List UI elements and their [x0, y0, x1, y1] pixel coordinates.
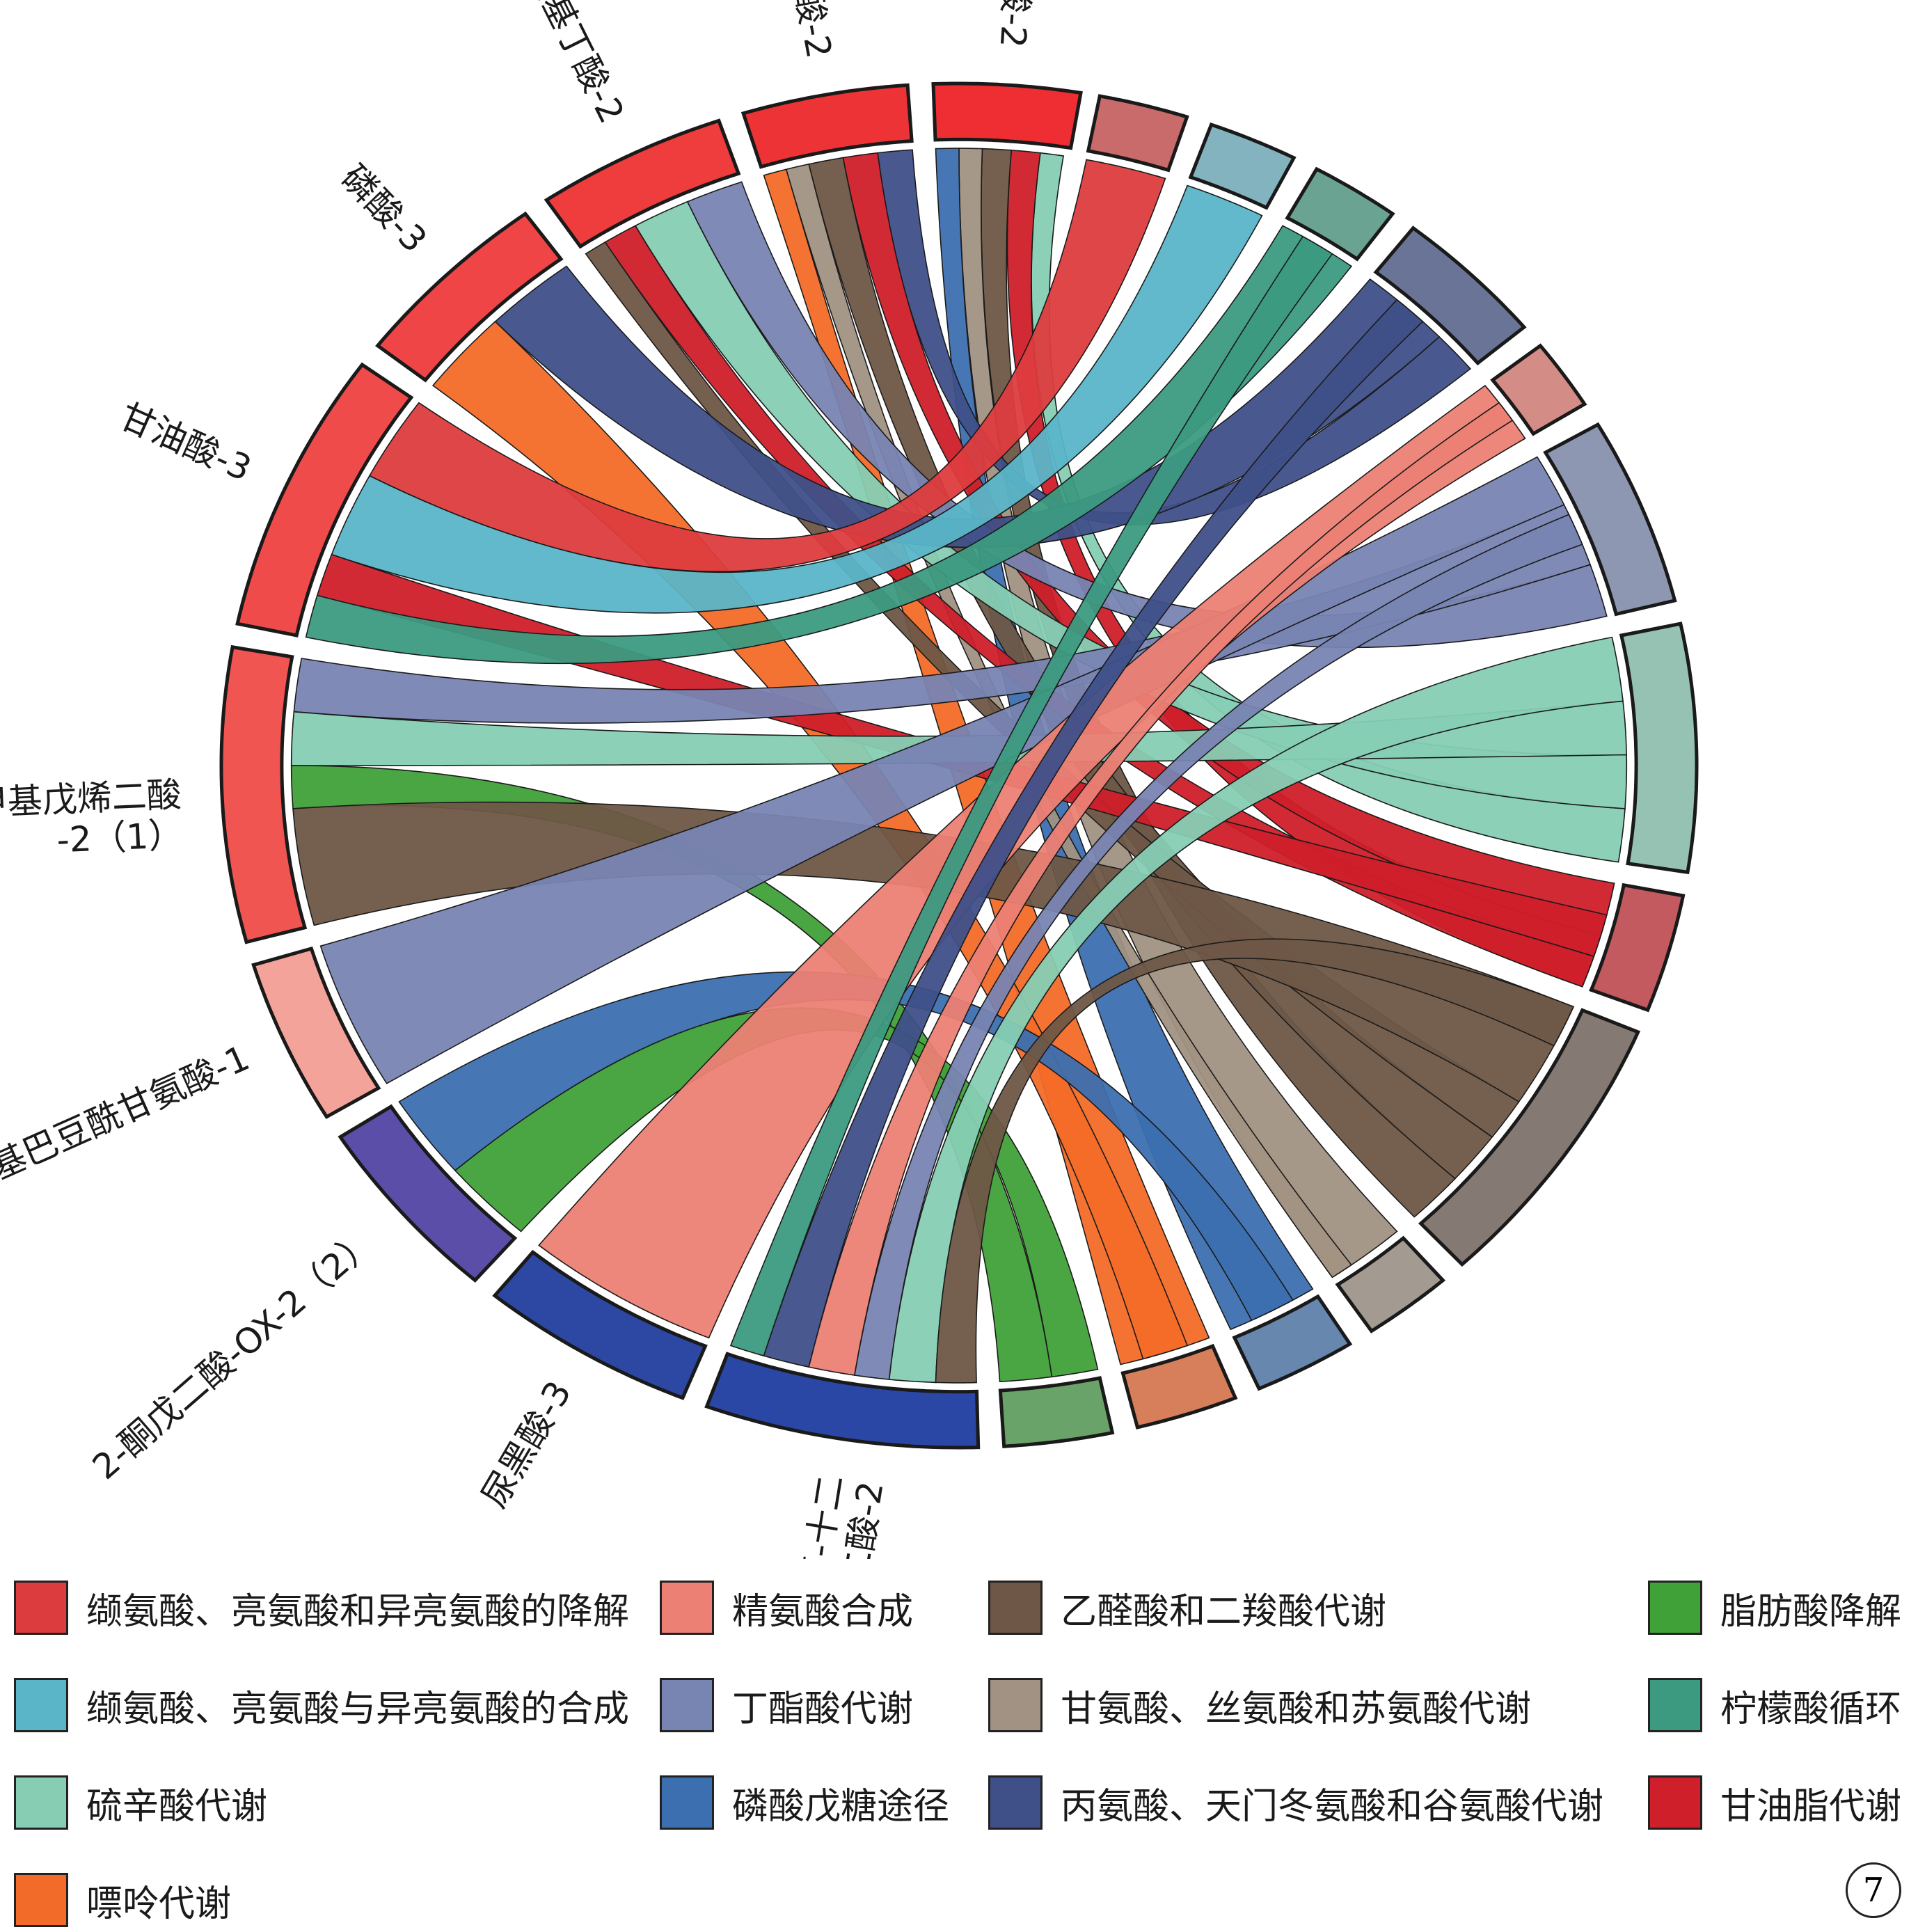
- legend-label: 磷酸戊糖途径: [732, 1785, 950, 1828]
- metabolite-label-text-line2: -2（1）: [56, 815, 184, 861]
- legend-label: 柠檬酸循环: [1720, 1688, 1902, 1730]
- metabolite-label-text: 乙醇酸-2: [992, 0, 1042, 49]
- legend-label: 缬氨酸、亮氨酸与异亮氨酸的合成: [86, 1688, 630, 1730]
- legend-label: 精氨酸合成: [732, 1590, 914, 1633]
- chord-ribbon-m10-p11: [763, 299, 1424, 1368]
- chord-ribbon-m10-p8: [729, 235, 1333, 1357]
- node-arc-p5: [1188, 122, 1297, 210]
- node-arc-p6: [1543, 422, 1677, 617]
- node-arc-p7: [1335, 1235, 1446, 1333]
- metabolite-label-m3: 4-羟基丁酸-2: [502, 0, 632, 129]
- node-arc-m7: [251, 946, 381, 1120]
- legend-swatch: [1648, 1581, 1702, 1635]
- metabolite-label-text: 4-羟基丁酸-2: [502, 0, 632, 129]
- legend-label: 嘌呤代谢: [86, 1883, 232, 1925]
- metabolite-label-m5: 甘油酸-3: [113, 396, 257, 489]
- legend-label: 甘氨酸、丝氨酸和苏氨酸代谢: [1061, 1688, 1532, 1730]
- legend-swatch: [1648, 1775, 1702, 1830]
- metabolite-label-m7: 3-甲基巴豆酰甘氨酸-1: [0, 1038, 255, 1216]
- chord-ribbon-m6-p6: [293, 504, 1592, 724]
- chord-ribbons: [290, 148, 1628, 1384]
- legend-swatch: [14, 1873, 68, 1927]
- node-arc-p3: [1418, 1008, 1641, 1267]
- metabolite-label-m10: 3,6-环氧-十二烷二酸-2: [777, 1472, 891, 1559]
- legend-swatch: [660, 1775, 714, 1830]
- legend-item-p11: 丙氨酸、天门冬氨酸和谷氨酸代谢: [988, 1775, 1603, 1830]
- chord-ribbon-m10-p9: [888, 636, 1624, 1384]
- legend-label: 缬氨酸、亮氨酸和异亮氨酸的降解: [86, 1590, 630, 1633]
- metabolite-label-m8: 2-酮戊二酸-OX-2（2）: [85, 1221, 383, 1487]
- legend-label: 乙醛酸和二羧酸代谢: [1061, 1590, 1387, 1633]
- page-number: 7: [1846, 1862, 1901, 1918]
- legend-label: 丁酯酸代谢: [732, 1688, 914, 1730]
- legend-item-p3: 乙醛酸和二羧酸代谢: [988, 1580, 1386, 1636]
- node-arc-p12: [1589, 882, 1686, 1013]
- chord-arcs: [219, 81, 1699, 1450]
- chord-ribbon-m3-p6: [686, 181, 1608, 649]
- legend-swatch: [14, 1775, 68, 1830]
- legend-swatch: [14, 1678, 68, 1732]
- node-arc-m8: [338, 1104, 518, 1283]
- legend-label: 丙氨酸、天门冬氨酸和谷氨酸代谢: [1061, 1785, 1604, 1828]
- node-arc-m6: [219, 644, 308, 944]
- node-arc-m3: [544, 118, 741, 249]
- node-arc-m4: [375, 211, 564, 383]
- legend-item-p9: 硫辛酸代谢: [14, 1775, 267, 1830]
- chord-ribbon-m5-p8: [305, 225, 1353, 665]
- legend-swatch: [988, 1678, 1043, 1732]
- node-arc-p4: [998, 1376, 1115, 1448]
- node-arc-m5: [235, 362, 414, 638]
- legend-item-p4: 脂肪酸降解: [1648, 1580, 1901, 1636]
- metabolite-label-text: 尿黑酸-3: [474, 1374, 579, 1514]
- legend-label: 脂肪酸降解: [1720, 1590, 1902, 1633]
- node-arc-m2: [740, 83, 914, 169]
- chord-ribbon-m5-p1: [368, 159, 1166, 572]
- legend-swatch: [14, 1581, 68, 1635]
- legend-swatch: [1648, 1678, 1702, 1732]
- legend-label: 硫辛酸代谢: [86, 1785, 268, 1828]
- metabolite-label-text: 2-酮戊二酸-OX-2（2）: [85, 1221, 383, 1487]
- legend-label: 甘油脂代谢: [1720, 1785, 1902, 1828]
- legend-item-p8: 柠檬酸循环: [1648, 1677, 1901, 1733]
- metabolite-label-text: 草酸-2: [781, 0, 839, 61]
- legend-item-p5: 缬氨酸、亮氨酸与异亮氨酸的合成: [14, 1677, 629, 1733]
- legend-item-p12: 甘油脂代谢: [1648, 1775, 1901, 1830]
- chord-ribbon-m10-p6: [853, 514, 1583, 1380]
- legend: 缬氨酸、亮氨酸和异亮氨酸的降解 缬氨酸、亮氨酸与异亮氨酸的合成 硫辛酸代谢 嘌呤…: [0, 1566, 1918, 1928]
- node-arc-p2: [1490, 343, 1587, 436]
- node-arc-p10: [1232, 1294, 1353, 1391]
- legend-item-p1: 缬氨酸、亮氨酸和异亮氨酸的降解: [14, 1580, 629, 1636]
- legend-item-p10: 磷酸戊糖途径: [660, 1775, 949, 1830]
- chord-ribbon-m10-p2: [808, 402, 1514, 1376]
- metabolite-label-m9: 尿黑酸-3: [474, 1374, 579, 1514]
- metabolite-label-m6: 3-甲基戊烯二酸-2（1）: [0, 775, 184, 861]
- legend-item-p7: 甘氨酸、丝氨酸和苏氨酸代谢: [988, 1677, 1531, 1733]
- legend-swatch: [988, 1775, 1043, 1830]
- node-arc-m9: [492, 1249, 708, 1400]
- legend-item-p13: 嘌呤代谢: [14, 1872, 231, 1928]
- metabolite-label-m4: 磷酸-3: [333, 157, 435, 260]
- chord-diagram: 乙醇酸-2 草酸-2 4-羟基丁酸-2 磷酸-3 甘油酸-3 3-甲基戊烯二酸-2（1） 3…: [0, 0, 1699, 1559]
- chord-ribbon-m9-p2: [538, 384, 1526, 1339]
- legend-item-p6: 丁酯酸代谢: [660, 1677, 913, 1733]
- chord-ribbon-m5-p5: [331, 184, 1263, 614]
- legend-swatch: [988, 1581, 1043, 1635]
- metabolite-label-m2: 草酸-2: [781, 0, 839, 61]
- chord-ribbon-m2-p3: [808, 157, 1493, 1180]
- node-arc-p13: [1120, 1343, 1238, 1430]
- metabolite-label-text: 甘油酸-3: [113, 396, 257, 489]
- node-arc-m1: [931, 81, 1083, 150]
- metabolite-label-text: 磷酸-3: [333, 157, 435, 260]
- node-arc-p11: [1373, 225, 1527, 366]
- legend-item-p2: 精氨酸合成: [660, 1580, 913, 1636]
- legend-swatch: [660, 1581, 714, 1635]
- metabolite-label-m1: 乙醇酸-2: [992, 0, 1042, 49]
- node-arc-p1: [1086, 94, 1189, 173]
- metabolite-label-text: 3-甲基巴豆酰甘氨酸-1: [0, 1038, 255, 1216]
- node-arc-m10: [704, 1352, 981, 1450]
- legend-swatch: [660, 1678, 714, 1732]
- node-arc-p8: [1285, 166, 1395, 262]
- chord-ribbon-m10-p3: [935, 938, 1575, 1384]
- node-arc-p9: [1619, 621, 1699, 875]
